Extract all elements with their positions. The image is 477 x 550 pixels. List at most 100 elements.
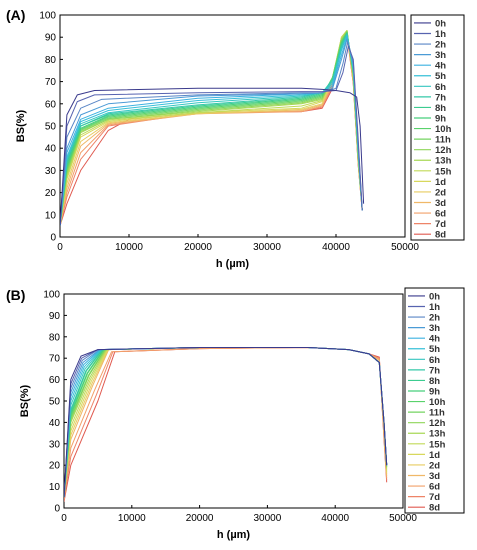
series-line-5h (64, 347, 388, 498)
series-line-8d (60, 34, 363, 227)
y-tick-label: 60 (49, 375, 61, 386)
series-line-1d (64, 347, 388, 498)
legend-entry: 7d (429, 492, 440, 503)
legend-entry: 2h (429, 313, 440, 324)
legend-entry: 7h (429, 365, 440, 376)
legend-entry: 9h (429, 386, 440, 397)
legend-entry: 12h (435, 145, 452, 156)
y-tick-label: 20 (45, 188, 57, 199)
y-tick-label: 100 (39, 11, 56, 22)
y-tick-label: 0 (50, 233, 56, 244)
series-line-4h (60, 36, 363, 226)
series-line-9h (64, 347, 388, 498)
series-line-10h (64, 347, 388, 498)
legend-entry: 7h (435, 92, 446, 103)
legend-entry: 3d (429, 471, 440, 482)
y-tick-label: 70 (45, 77, 57, 88)
series-line-3h (64, 347, 388, 498)
y-tick-label: 10 (45, 210, 57, 221)
series-line-3d (60, 31, 363, 226)
x-tick-label: 10000 (115, 242, 143, 253)
legend: 0h1h2h3h4h5h6h7h8h9h10h11h12h13h15h1d2d3… (410, 14, 465, 241)
y-tick-label: 90 (45, 33, 57, 44)
series-line-1h (60, 45, 363, 226)
series-line-5h (60, 34, 363, 226)
y-tick-label: 60 (45, 99, 57, 110)
y-tick-label: 70 (49, 354, 61, 365)
series-line-2h (64, 347, 388, 498)
y-tick-label: 80 (49, 332, 61, 343)
legend-entry: 0h (429, 291, 440, 302)
x-tick-label: 50000 (391, 242, 419, 253)
x-tick-label: 20000 (186, 513, 214, 524)
y-axis-label: BS(%) (19, 384, 31, 417)
legend-entry: 0h (435, 18, 446, 29)
x-tick-label: 30000 (253, 242, 281, 253)
series-line-2d (64, 347, 388, 498)
x-tick-label: 40000 (322, 242, 350, 253)
legend-entry: 11h (429, 408, 445, 419)
legend-entry: 6d (435, 209, 446, 220)
y-tick-label: 30 (49, 439, 61, 450)
legend-entry: 13h (429, 429, 446, 440)
series-line-7d (60, 33, 363, 227)
series-group (64, 347, 388, 502)
series-line-7d (64, 347, 388, 500)
y-tick-label: 100 (43, 290, 60, 301)
x-tick-label: 10000 (118, 513, 146, 524)
y-tick-label: 80 (45, 55, 57, 66)
legend-entry: 8h (429, 376, 440, 387)
y-tick-label: 0 (54, 504, 60, 515)
series-line-13h (64, 347, 388, 498)
legend-entry: 1h (429, 302, 440, 313)
series-line-8h (64, 347, 388, 498)
legend: 0h1h2h3h4h5h6h7h8h9h10h11h12h13h15h1d2d3… (404, 287, 465, 514)
series-line-6h (64, 347, 388, 498)
series-line-12h (60, 31, 363, 226)
y-tick-label: 30 (45, 166, 57, 177)
legend-entry: 9h (435, 113, 446, 124)
panel-label: (A) (6, 7, 25, 23)
legend-entry: 15h (435, 166, 452, 177)
series-line-6h (60, 34, 363, 226)
y-tick-label: 40 (45, 144, 57, 155)
x-tick-label: 40000 (321, 513, 349, 524)
legend-entry: 2h (435, 40, 446, 51)
series-line-1h (64, 347, 388, 498)
series-line-4h (64, 347, 388, 498)
legend-entry: 8d (435, 230, 446, 241)
legend-entry: 11h (435, 135, 451, 146)
panel-label: (B) (6, 287, 25, 303)
legend-entry: 2d (435, 187, 446, 198)
legend-entry: 7d (435, 219, 446, 230)
legend-entry: 4h (429, 334, 440, 345)
legend-entry: 4h (435, 61, 446, 72)
y-tick-label: 50 (45, 122, 57, 133)
legend-entry: 5h (435, 71, 446, 82)
series-line-11h (60, 31, 363, 226)
series-line-11h (64, 347, 388, 498)
series-line-0h (60, 87, 365, 226)
x-tick-label: 0 (57, 242, 63, 253)
series-group (60, 30, 365, 227)
legend-entry: 13h (435, 156, 452, 167)
series-line-0h (64, 347, 388, 498)
plot-frame (63, 293, 404, 509)
series-line-8d (64, 347, 388, 502)
legend-entry: 6d (429, 482, 440, 493)
x-tick-label: 20000 (184, 242, 212, 253)
y-tick-label: 10 (49, 482, 61, 493)
series-line-3h (60, 38, 363, 226)
legend-box (410, 14, 465, 241)
legend-entry: 2d (429, 460, 440, 471)
y-tick-label: 20 (49, 461, 61, 472)
x-tick-label: 0 (61, 513, 67, 524)
series-line-6d (64, 347, 388, 500)
y-tick-label: 50 (49, 397, 61, 408)
legend-entry: 6h (429, 355, 440, 366)
legend-entry: 6h (435, 82, 446, 93)
chart-panel-1: (B) 0 10 20 30 40 50 60 70 80 90 100 0 10000 20000 3000… (6, 287, 465, 541)
legend-entry: 8d (429, 503, 440, 514)
legend-entry: 5h (429, 344, 440, 355)
